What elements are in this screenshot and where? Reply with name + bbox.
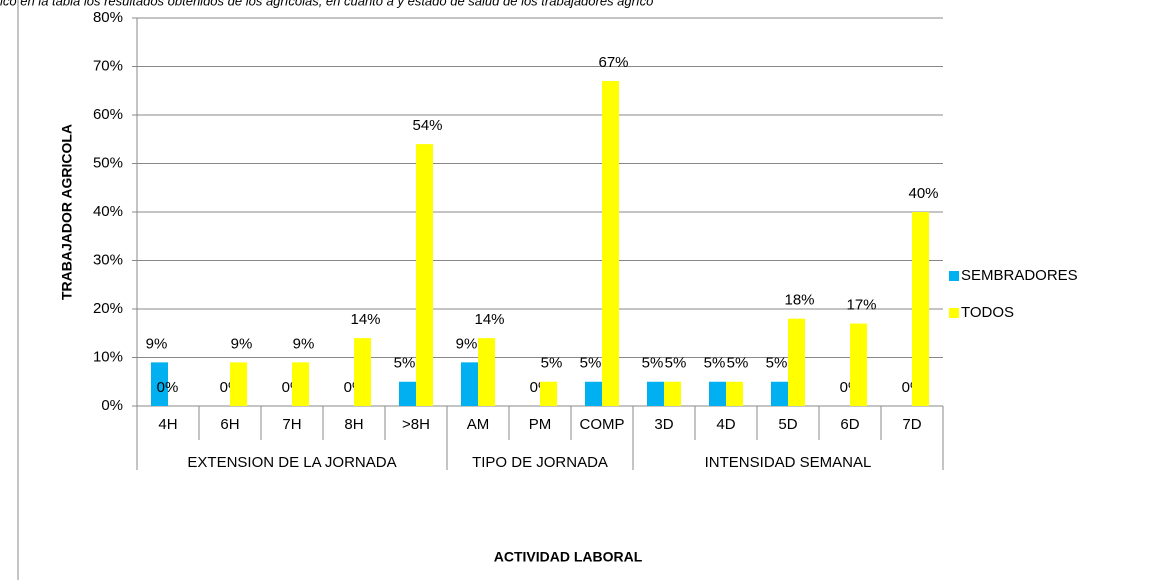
- x-tick-label: PM: [529, 416, 552, 433]
- bar: [664, 381, 681, 406]
- value-label: 54%: [412, 117, 442, 134]
- bar: [647, 381, 664, 406]
- y-tick-label: 80%: [93, 9, 123, 26]
- value-label: 5%: [665, 355, 687, 372]
- bar: [399, 381, 416, 406]
- value-label: 9%: [293, 335, 315, 352]
- value-label: 67%: [598, 54, 628, 71]
- y-tick-label: 30%: [93, 251, 123, 268]
- value-label: 14%: [474, 311, 504, 328]
- value-label: 5%: [580, 355, 602, 372]
- group-label: EXTENSION DE LA JORNADA: [187, 454, 396, 471]
- bar: [230, 362, 247, 406]
- x-tick-label: 5D: [778, 416, 797, 433]
- bar: [151, 362, 168, 406]
- value-label: 5%: [727, 355, 749, 372]
- bar: [771, 381, 788, 406]
- bar: [478, 338, 495, 406]
- bar: [850, 323, 867, 406]
- x-tick-label: 3D: [654, 416, 673, 433]
- value-label: 5%: [394, 355, 416, 372]
- bar: [416, 144, 433, 406]
- caption: ico en la tabla los resultados obtenidos…: [0, 0, 653, 8]
- y-tick-label: 50%: [93, 154, 123, 171]
- y-tick-label: 10%: [93, 348, 123, 365]
- x-tick-label: >8H: [402, 416, 430, 433]
- x-tick-label: 7H: [282, 416, 301, 433]
- bar: [540, 381, 557, 406]
- bar: [709, 381, 726, 406]
- value-label: 14%: [350, 311, 380, 328]
- legend-label: TODOS: [961, 304, 1014, 321]
- value-label: 5%: [704, 355, 726, 372]
- legend-swatch: [949, 271, 959, 281]
- value-label: 5%: [766, 355, 788, 372]
- x-tick-label: 8H: [344, 416, 363, 433]
- value-label: 0%: [157, 379, 179, 396]
- x-tick-label: 4H: [158, 416, 177, 433]
- value-label: 5%: [541, 355, 563, 372]
- bar: [726, 381, 743, 406]
- x-tick-label: AM: [467, 416, 490, 433]
- y-tick-label: 60%: [93, 106, 123, 123]
- y-tick-label: 70%: [93, 57, 123, 74]
- x-axis-title: ACTIVIDAD LABORAL: [494, 549, 643, 565]
- legend-label: SEMBRADORES: [961, 267, 1078, 284]
- group-label: INTENSIDAD SEMANAL: [705, 454, 872, 471]
- bar: [461, 362, 478, 406]
- value-label: 9%: [456, 335, 478, 352]
- legend-swatch: [949, 308, 959, 318]
- value-label: 9%: [231, 335, 253, 352]
- x-tick-label: 7D: [902, 416, 921, 433]
- value-label: 18%: [784, 292, 814, 309]
- y-tick-label: 0%: [101, 397, 123, 414]
- y-tick-label: 40%: [93, 203, 123, 220]
- x-tick-label: 6D: [840, 416, 859, 433]
- bar: [602, 81, 619, 407]
- value-label: 9%: [146, 335, 168, 352]
- x-tick-label: COMP: [580, 416, 625, 433]
- y-axis-title: TRABAJADOR AGRICOLA: [59, 124, 75, 300]
- bar: [788, 318, 805, 406]
- bar: [912, 212, 929, 406]
- bar: [354, 338, 371, 406]
- y-tick-label: 20%: [93, 300, 123, 317]
- value-label: 40%: [908, 185, 938, 202]
- value-label: 5%: [642, 355, 664, 372]
- x-tick-label: 6H: [220, 416, 239, 433]
- x-tick-label: 4D: [716, 416, 735, 433]
- bar: [292, 362, 309, 406]
- value-label: 17%: [846, 297, 876, 314]
- bar: [585, 381, 602, 406]
- group-label: TIPO DE JORNADA: [472, 454, 608, 471]
